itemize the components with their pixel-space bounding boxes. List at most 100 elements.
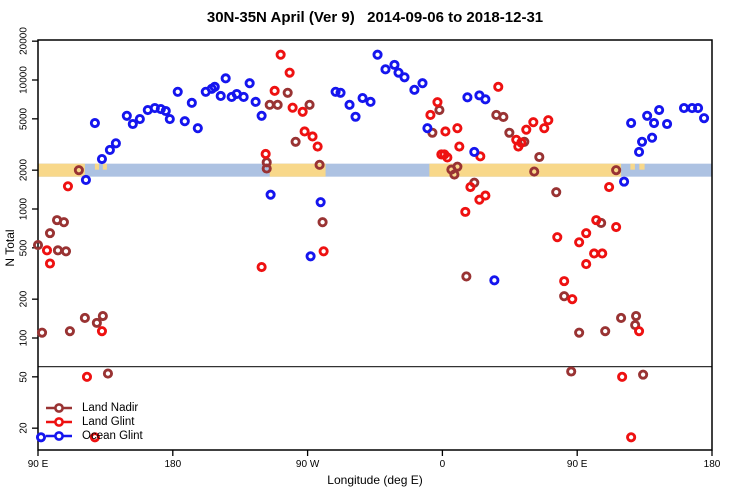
data-point-land-glint [465,181,476,193]
data-point-land-glint [591,215,602,226]
data-point-land-glint [574,237,585,248]
data-point-ocean-glint [480,94,491,105]
x-tick-label: 90 E [27,459,49,470]
data-point-land-glint [634,326,645,337]
data-point-land-nadir [272,99,283,110]
data-point-land-nadir [566,366,577,377]
data-point-ocean-glint [642,110,653,121]
data-point-ocean-glint [489,275,500,286]
data-point-land-glint [81,371,93,382]
data-point-land-nadir [559,291,570,302]
legend-item-land-glint: Land Glint [44,415,143,429]
data-point-land-glint [528,117,539,128]
data-point-land-nadir [102,368,113,379]
data-point-land-nadir [616,312,627,324]
data-point-ocean-glint [678,103,690,114]
data-point-land-nadir [551,187,562,198]
data-point-ocean-glint [160,105,171,117]
data-point-land-nadir [282,87,293,98]
x-tick-label: 90 E [566,459,588,470]
legend-label: Land Glint [82,416,135,428]
data-point-ocean-glint [238,91,249,102]
data-point-land-nadir [529,166,540,177]
data-point-land-nadir [52,245,63,256]
data-point-land-nadir [290,136,301,147]
data-point-ocean-glint [372,49,383,60]
data-point-ocean-glint [469,146,480,157]
data-point-ocean-glint [626,117,637,129]
data-point-ocean-glint [462,92,473,103]
x-tick-label: 0 [439,459,446,470]
data-point-ocean-glint [192,123,203,134]
legend-item-land-nadir: Land Nadir [44,401,143,415]
data-point-ocean-glint [693,103,704,114]
data-point-land-glint [425,109,436,120]
land-band-segment [429,163,622,177]
data-point-land-nadir [304,99,315,110]
data-point-land-glint [521,124,532,135]
data-point-land-glint [516,137,527,148]
data-point-land-glint [44,258,56,269]
data-point-ocean-glint [344,99,355,110]
land-band-segment [38,163,85,177]
data-point-ocean-glint [315,197,326,208]
x-tick-label: 180 [164,459,182,470]
data-point-ocean-glint [121,110,132,121]
legend-label: Land Nadir [82,402,139,414]
data-point-ocean-glint [256,110,267,121]
data-point-land-nadir [97,310,108,322]
data-point-land-glint [96,326,108,337]
data-point-land-nadir [317,217,328,228]
data-point-ocean-glint [104,144,115,155]
data-point-ocean-glint [350,111,361,122]
data-point-land-nadir [36,327,48,338]
legend-label: Ocean Glint [82,430,143,442]
data-point-ocean-glint [634,146,645,157]
island-band-segment [639,163,645,170]
data-point-ocean-glint [393,67,404,78]
data-point-land-glint [287,102,298,113]
data-point-land-glint [297,106,308,117]
data-point-land-glint [493,81,504,92]
data-point-ocean-glint [330,86,341,97]
data-point-ocean-glint [89,117,100,129]
data-point-ocean-glint [186,97,197,108]
data-point-land-nadir [600,326,611,337]
data-point-ocean-glint [209,81,220,92]
data-point-ocean-glint [699,113,710,124]
data-point-land-glint [617,371,628,382]
data-point-ocean-glint [409,84,420,95]
data-point-land-glint [626,432,637,443]
data-point-land-glint [256,261,267,273]
data-point-land-glint [597,248,608,259]
data-point-land-nadir [58,217,69,228]
data-point-land-glint [611,221,622,233]
data-point-ocean-glint [619,176,630,187]
data-point-land-glint [269,85,280,96]
x-tick-label: 90 W [295,459,320,470]
data-point-land-glint [442,152,453,163]
ocean-glint-symbol-icon [46,431,72,441]
plot-box [37,39,713,451]
data-point-land-glint [432,97,443,108]
data-point-land-nadir [91,317,102,328]
data-point-ocean-glint [305,251,316,262]
data-point-land-nadir [32,240,44,251]
data-point-ocean-glint [380,64,391,75]
data-point-land-glint [452,123,463,134]
legend: Land Nadir Land Glint Ocean Glint [44,401,143,443]
data-point-land-nadir [60,246,72,257]
data-point-ocean-glint [647,132,658,143]
data-point-land-glint [312,141,323,152]
data-point-land-nadir [534,151,545,163]
data-point-land-glint [299,126,310,137]
chart-title: 30N-35N April (Ver 9) 2014-09-06 to 2018… [206,9,544,26]
data-point-land-nadir [449,169,460,180]
data-point-ocean-glint [215,90,226,102]
data-point-ocean-glint [110,138,121,149]
data-point-land-glint [543,115,554,126]
data-point-land-glint [260,148,271,160]
land-glint-symbol-icon [46,417,72,427]
data-point-ocean-glint [365,96,376,107]
